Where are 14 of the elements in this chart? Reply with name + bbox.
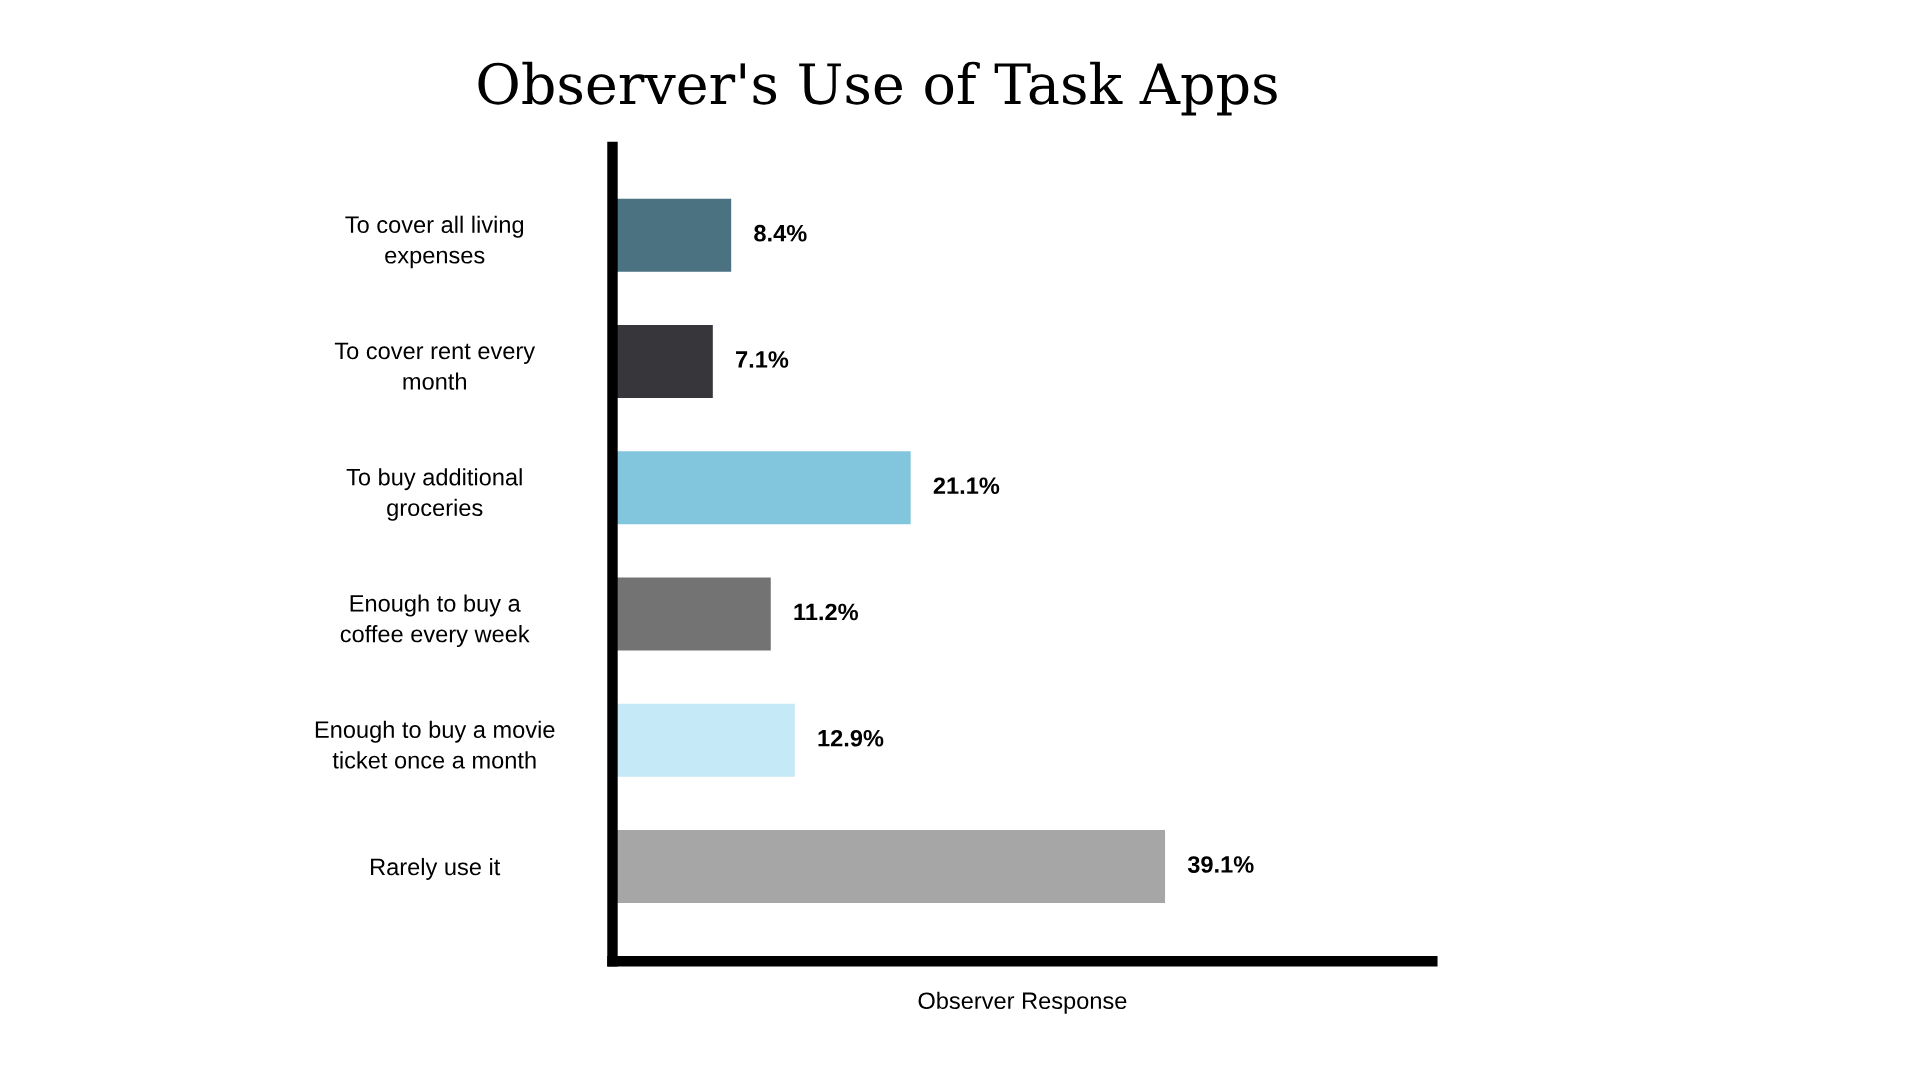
y-tick-label: Enough to buy a coffee every week [340, 594, 530, 648]
data-label: 11.2% [794, 603, 859, 621]
y-tick-label: Rarely use it [371, 857, 501, 880]
y-tick-label: To cover rent every month [334, 342, 536, 390]
chart-title: Observer's Use of Task Apps [478, 61, 1277, 116]
data-label: 12.9% [818, 729, 884, 747]
y-tick-label: Enough to buy a movie ticket once a month [315, 720, 555, 769]
data-label: 7.1% [736, 351, 789, 368]
data-label: 21.1% [933, 477, 1000, 495]
data-label: 8.4% [754, 224, 807, 242]
x-axis-title: Observer Response [918, 991, 1127, 1014]
y-tick-label: To cover all living expenses [345, 215, 524, 269]
y-tick-label: To buy additional groceries [346, 468, 522, 521]
data-label: 39.1% [1187, 856, 1254, 873]
